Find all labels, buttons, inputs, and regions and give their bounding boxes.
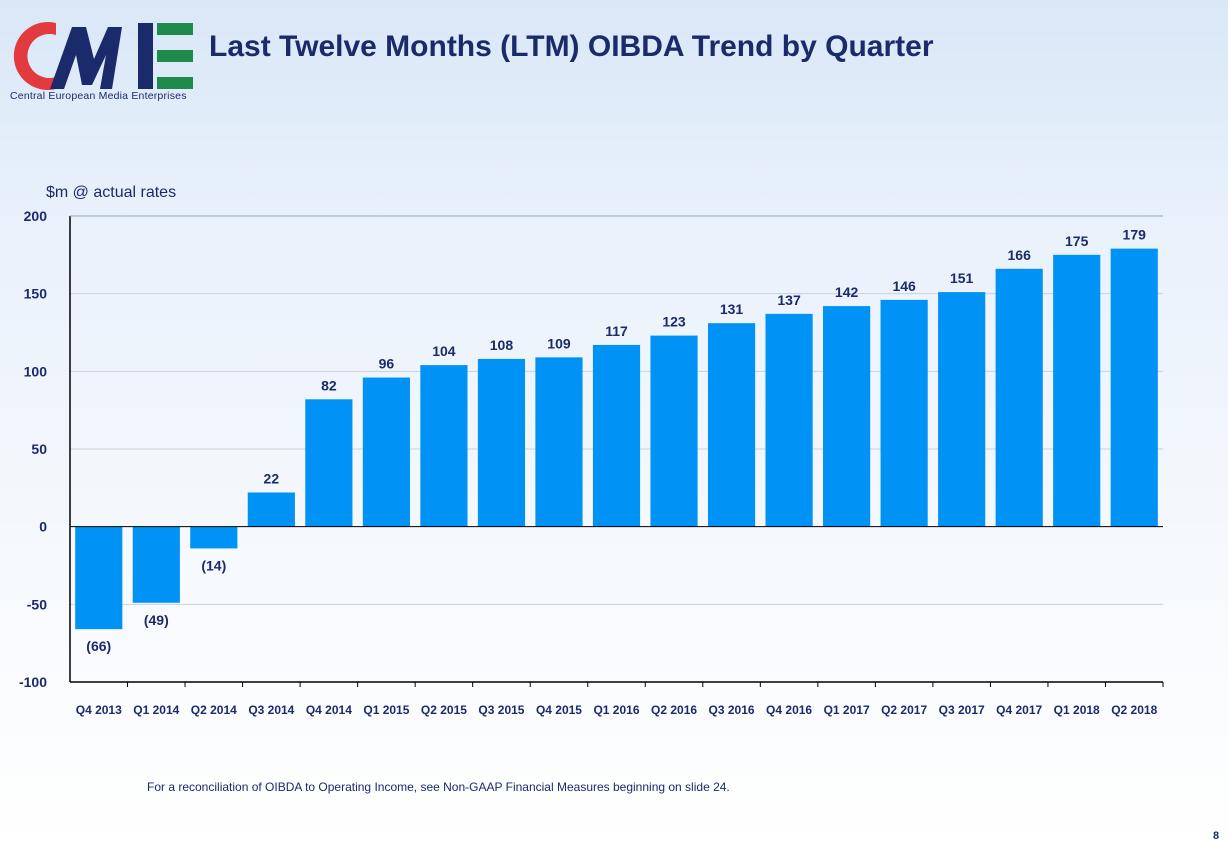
bar bbox=[305, 399, 353, 527]
axes bbox=[69, 215, 1164, 687]
bar bbox=[1110, 248, 1158, 527]
x-tick-label: Q4 2016 bbox=[766, 703, 812, 717]
data-label: 22 bbox=[264, 470, 280, 486]
page-number: 8 bbox=[1213, 830, 1220, 842]
x-tick-label: Q1 2018 bbox=[1054, 703, 1100, 717]
y-tick-label: -50 bbox=[27, 596, 47, 612]
y-tick-label: 50 bbox=[31, 441, 47, 457]
x-tick-label: Q1 2014 bbox=[133, 703, 179, 717]
x-tick-label: Q4 2015 bbox=[536, 703, 582, 717]
bar bbox=[75, 526, 123, 630]
bar bbox=[132, 526, 180, 603]
x-tick-label: Q2 2016 bbox=[651, 703, 697, 717]
data-label: 108 bbox=[490, 337, 514, 353]
y-tick-label: 150 bbox=[24, 286, 48, 302]
bar bbox=[247, 492, 295, 527]
data-label: 166 bbox=[1008, 247, 1032, 263]
bar bbox=[1053, 254, 1101, 527]
data-label: 109 bbox=[547, 335, 571, 351]
bar bbox=[707, 323, 756, 527]
data-label: 131 bbox=[720, 301, 744, 317]
x-tick-label: Q3 2015 bbox=[478, 703, 524, 717]
data-label: 137 bbox=[777, 292, 801, 308]
bar bbox=[823, 306, 871, 527]
page-title: Last Twelve Months (LTM) OIBDA Trend by … bbox=[209, 30, 934, 63]
x-tick-label: Q3 2016 bbox=[709, 703, 755, 717]
y-tick-label: 0 bbox=[39, 519, 47, 535]
bar bbox=[190, 526, 238, 549]
x-tick-label: Q3 2017 bbox=[939, 703, 985, 717]
bar bbox=[420, 365, 468, 527]
x-tick-label: Q4 2013 bbox=[76, 703, 122, 717]
y-tick-label: 100 bbox=[24, 363, 48, 379]
bar bbox=[650, 335, 698, 527]
bar bbox=[880, 299, 928, 527]
x-tick-label: Q2 2018 bbox=[1111, 703, 1157, 717]
x-tick-label: Q2 2014 bbox=[191, 703, 237, 717]
data-label: 142 bbox=[835, 284, 859, 300]
logo-tagline: Central European Media Enterprises bbox=[10, 90, 187, 102]
bars bbox=[75, 248, 1158, 630]
x-tick-label: Q1 2016 bbox=[593, 703, 639, 717]
data-label: 179 bbox=[1123, 227, 1147, 243]
tick-labels: 200 150 100 50 0 -50 -100 Q4 2013 Q1 2014 Q2 2014… bbox=[19, 208, 1158, 717]
x-tick-label: Q1 2015 bbox=[363, 703, 409, 717]
y-tick-label: -100 bbox=[19, 674, 47, 690]
y-tick-label: 200 bbox=[24, 208, 48, 224]
data-label: 104 bbox=[432, 343, 456, 359]
cme-logo bbox=[13, 22, 193, 90]
x-tick-label: Q3 2014 bbox=[248, 703, 294, 717]
data-label: 123 bbox=[662, 314, 686, 330]
data-label: 117 bbox=[605, 323, 628, 339]
bar bbox=[765, 313, 813, 527]
x-tick-label: Q2 2017 bbox=[881, 703, 927, 717]
x-tick-label: Q4 2017 bbox=[996, 703, 1042, 717]
data-label: 175 bbox=[1065, 233, 1089, 249]
data-label: (14) bbox=[201, 557, 226, 573]
data-label: 96 bbox=[379, 356, 395, 372]
bar bbox=[995, 268, 1043, 527]
bar bbox=[535, 357, 583, 527]
data-label: (66) bbox=[86, 638, 111, 654]
bar bbox=[592, 344, 641, 527]
data-label: 82 bbox=[321, 377, 337, 393]
x-tick-label: Q4 2014 bbox=[306, 703, 352, 717]
bar bbox=[362, 377, 410, 527]
footnote: For a reconciliation of OIBDA to Operati… bbox=[147, 780, 730, 794]
data-label: (49) bbox=[144, 612, 169, 628]
bar bbox=[938, 292, 986, 527]
y-axis-label: $m @ actual rates bbox=[46, 184, 176, 201]
data-label: 146 bbox=[892, 278, 916, 294]
bar bbox=[477, 358, 526, 527]
data-label: 151 bbox=[950, 270, 974, 286]
x-tick-label: Q1 2017 bbox=[824, 703, 870, 717]
data-labels: (66) (49) (14) 22 82 96 104 108 109 117 123 131 137 1… bbox=[86, 227, 1146, 655]
x-tick-label: Q2 2015 bbox=[421, 703, 467, 717]
